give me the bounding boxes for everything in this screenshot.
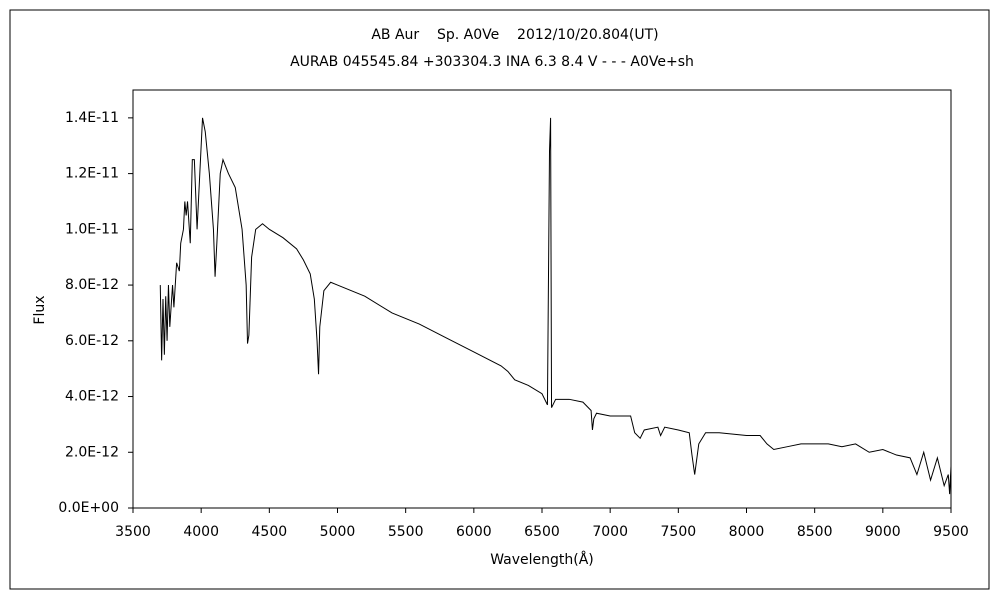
y-tick-label: 4.0E-12 xyxy=(65,389,119,405)
x-tick-label: 5500 xyxy=(388,524,424,540)
x-tick-label: 8500 xyxy=(797,524,833,540)
x-tick-label: 8000 xyxy=(729,524,765,540)
spectrum-line xyxy=(159,117,952,495)
x-axis-label: Wavelength(Å) xyxy=(490,551,594,568)
y-tick-label: 2.0E-12 xyxy=(65,444,119,460)
chart-subtitle: AURAB 045545.84 +303304.3 INA 6.3 8.4 V … xyxy=(290,54,694,70)
x-tick-label: 4500 xyxy=(252,524,288,540)
y-tick-label: 1.2E-11 xyxy=(65,166,119,182)
y-tick-label: 1.4E-11 xyxy=(65,110,119,126)
x-tick-label: 3500 xyxy=(115,524,151,540)
x-tick-label: 7000 xyxy=(592,524,628,540)
y-tick-label: 6.0E-12 xyxy=(65,333,119,349)
x-tick-label: 4000 xyxy=(183,524,219,540)
x-tick-label: 9000 xyxy=(865,524,901,540)
y-tick-label: 8.0E-12 xyxy=(65,277,119,293)
y-tick-label: 1.0E-11 xyxy=(65,221,119,237)
y-tick-label: 0.0E+00 xyxy=(58,500,119,516)
x-tick-label: 6000 xyxy=(456,524,492,540)
x-tick-label: 5000 xyxy=(320,524,356,540)
x-tick-label: 7500 xyxy=(661,524,697,540)
y-axis-label: Flux xyxy=(32,295,48,324)
chart-title: AB Aur Sp. A0Ve 2012/10/20.804(UT) xyxy=(371,27,658,43)
frame xyxy=(9,9,990,590)
x-tick-label: 6500 xyxy=(524,524,560,540)
x-tick-label: 9500 xyxy=(933,524,969,540)
